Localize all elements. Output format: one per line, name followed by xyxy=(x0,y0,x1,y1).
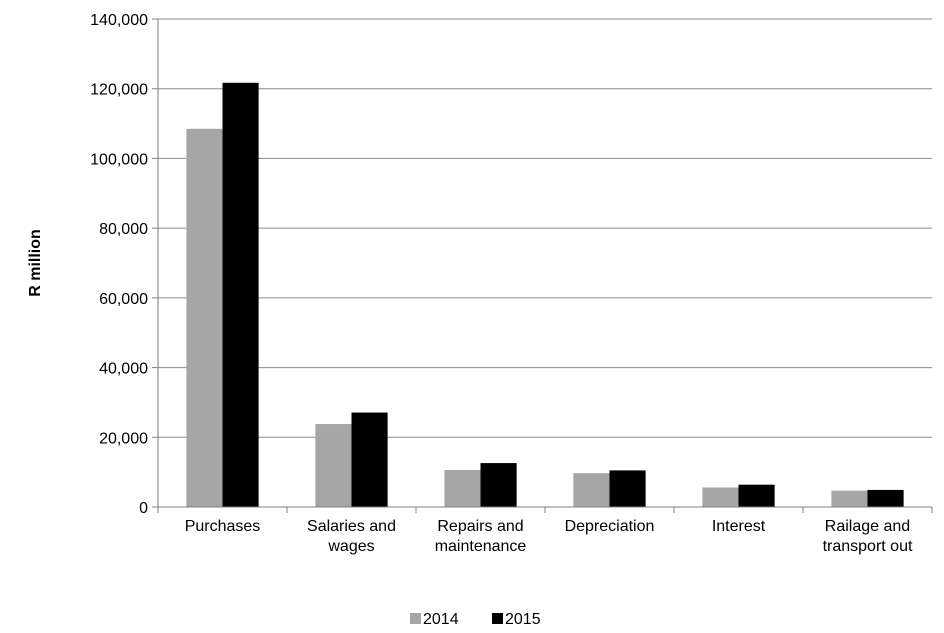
legend-label-2014: 2014 xyxy=(423,611,459,628)
legend-swatch-2014 xyxy=(410,613,421,624)
y-tick-label: 20,000 xyxy=(99,430,148,447)
y-tick-label: 80,000 xyxy=(99,221,148,238)
y-tick-label: 40,000 xyxy=(99,361,148,378)
bar-2015 xyxy=(609,470,646,507)
category-label: Interest xyxy=(712,518,766,535)
gridlines xyxy=(158,18,932,438)
legend: 2014 2015 xyxy=(410,611,541,628)
axes xyxy=(157,19,933,513)
category-label: Repairs and maintenance xyxy=(435,518,527,555)
bar-2015 xyxy=(738,484,775,507)
bar-2015 xyxy=(867,489,904,507)
y-tick-labels: 0 20,000 40,000 60,000 80,000 100,000 120,000 1… xyxy=(90,12,158,517)
y-tick-label: 100,000 xyxy=(90,151,148,168)
y-tick-label: 140,000 xyxy=(90,12,148,29)
bars xyxy=(186,82,904,508)
bar-2014 xyxy=(831,490,868,507)
category-label: Railage and transport out xyxy=(823,518,913,555)
legend-label-2015: 2015 xyxy=(505,611,541,628)
y-tick-label: 120,000 xyxy=(90,82,148,99)
y-tick-label: 60,000 xyxy=(99,291,148,308)
bar-2014 xyxy=(315,424,352,507)
category-label: Purchases xyxy=(185,518,261,535)
bar-2014 xyxy=(186,128,223,508)
legend-swatch-2015 xyxy=(492,613,503,624)
bar-2014 xyxy=(573,473,610,507)
y-axis-title: R million xyxy=(27,229,44,297)
bar-2015 xyxy=(222,82,259,507)
bar-2014 xyxy=(702,487,739,507)
bar-2015 xyxy=(480,463,517,507)
bar-2015 xyxy=(351,412,388,507)
bar-2014 xyxy=(444,470,481,507)
category-label: Salaries and wages xyxy=(307,518,396,555)
y-tick-label: 0 xyxy=(139,500,148,517)
category-labels: Purchases Salaries and wages Repairs and mai… xyxy=(185,518,913,555)
category-label: Depreciation xyxy=(565,518,655,535)
